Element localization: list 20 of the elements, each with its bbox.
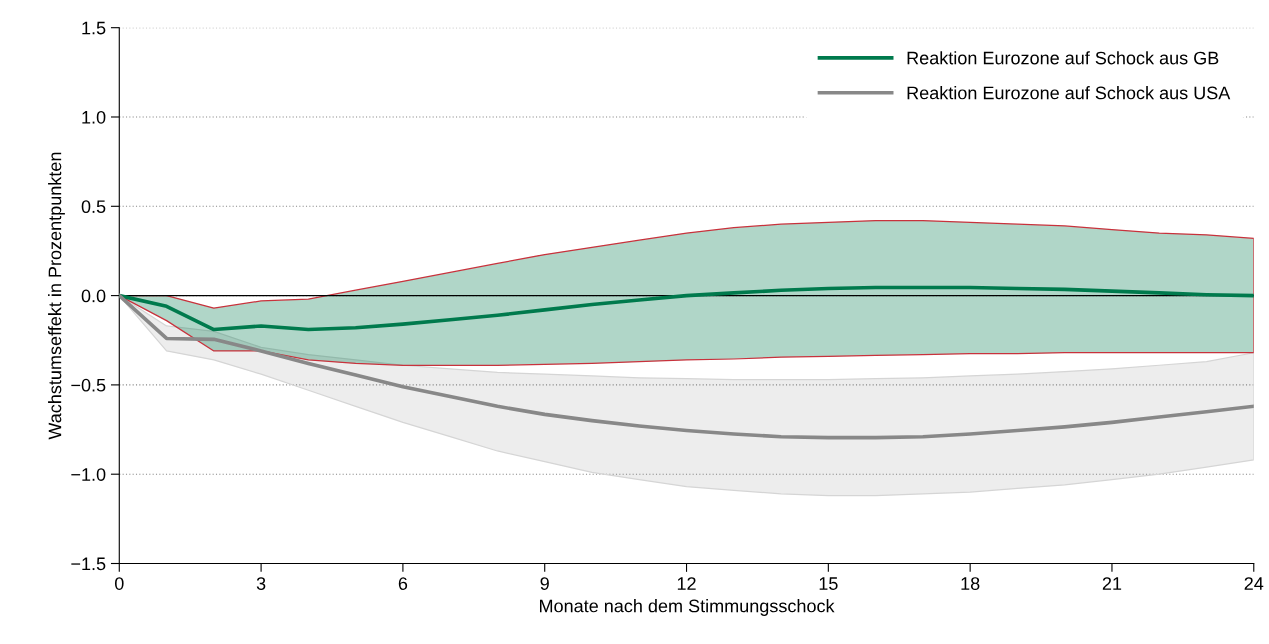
x-axis-title: Monate nach dem Stimmungsschock [540,599,835,616]
x-tick-label: 12 [677,577,696,590]
y-tick-label: 0.0 [81,289,106,303]
x-tick-label: 15 [819,577,838,590]
y-tick-label: 1.5 [82,21,106,35]
x-tick-label: 18 [961,577,980,590]
x-tick-label: 21 [1102,577,1122,590]
y-tick-label: −0.5 [71,378,106,392]
x-tick-label: 0 [114,577,124,590]
y-axis-title: Wachstumseffekt in Prozentpunkten [48,152,65,440]
y-tick-label: 0.5 [81,200,106,214]
legend-label: Reaktion Eurozone auf Schock aus USA [907,86,1231,100]
y-tick-label: −1.5 [71,557,106,571]
x-tick-label: 3 [256,577,266,590]
x-tick-label: 24 [1244,577,1264,590]
y-tick-label: −1.0 [71,468,106,481]
x-tick-label: 9 [540,577,549,590]
y-tick-label: 1.0 [82,110,106,124]
legend-label: Reaktion Eurozone auf Schock aus GB [907,51,1219,65]
x-tick-label: 6 [398,577,408,590]
